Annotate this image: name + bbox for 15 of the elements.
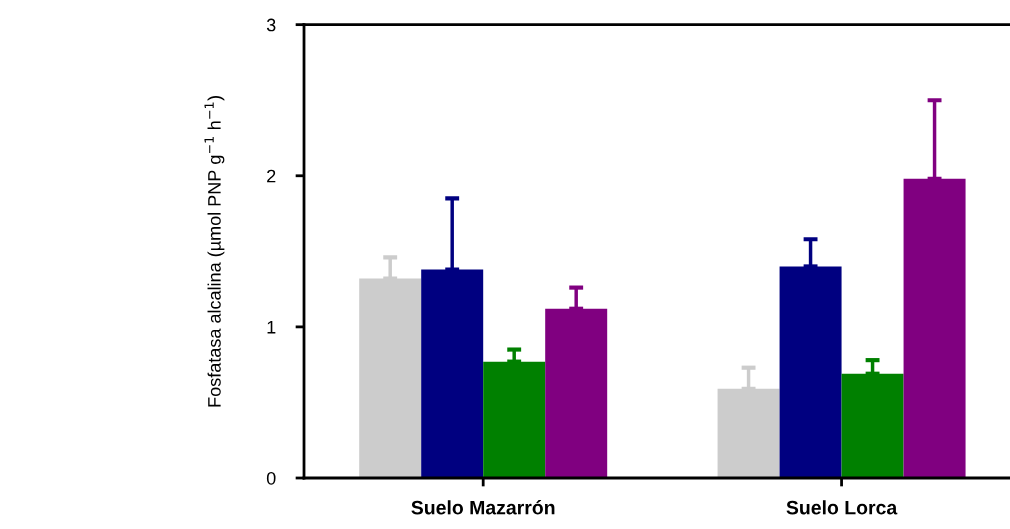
bar [717, 388, 780, 478]
bar [903, 178, 966, 478]
bar [779, 266, 842, 478]
bar [359, 278, 422, 478]
bar [545, 308, 608, 478]
x-tick-label: Suelo Lorca [786, 500, 898, 515]
y-tick-label: 1 [267, 321, 276, 334]
bar [483, 361, 546, 478]
bar [421, 269, 484, 478]
y-axis-title: Fosfatasa alcalina (µmol PNP g$^{−1}$ h$^{−1}$) [204, 96, 225, 407]
y-tick-label: 3 [266, 18, 276, 32]
x-tick-label: Suelo Mazarrón [411, 500, 555, 515]
y-tick-label: 2 [267, 169, 276, 183]
y-tick-label: 0 [266, 471, 276, 485]
bar [841, 373, 904, 478]
